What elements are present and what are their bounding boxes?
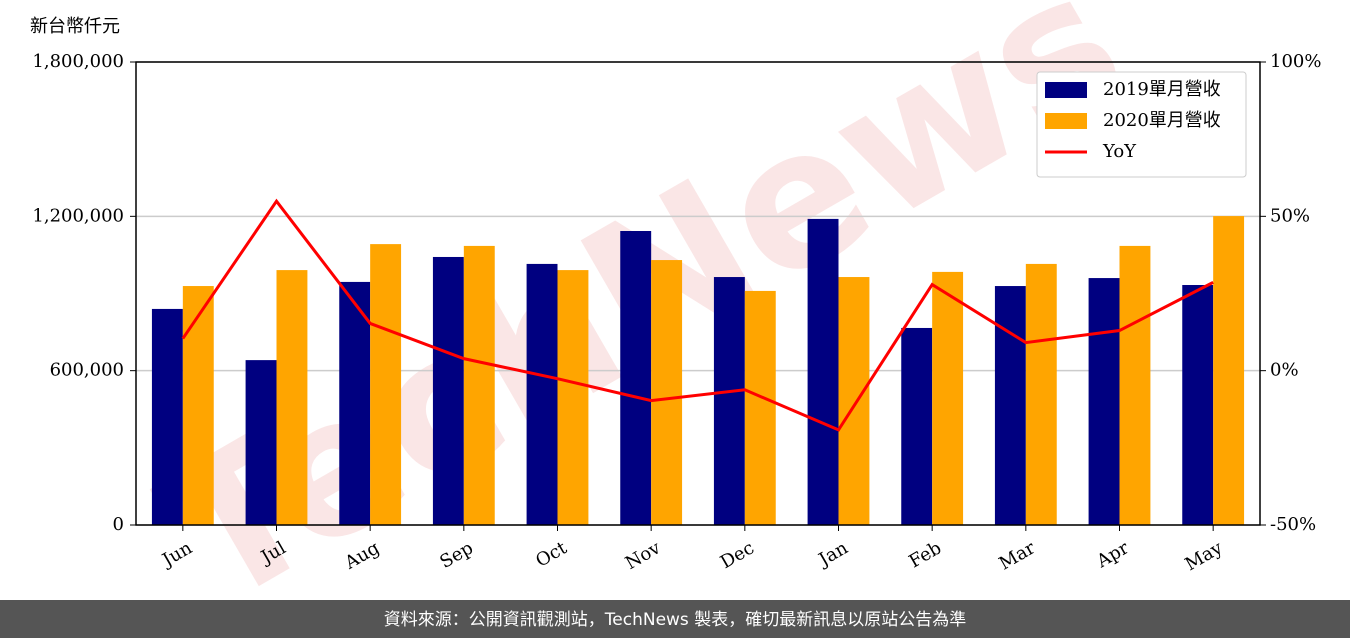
bar xyxy=(807,218,839,525)
legend-swatch xyxy=(1045,113,1087,129)
bar xyxy=(838,277,870,525)
x-tick-label: Sep xyxy=(436,537,476,572)
x-tick-label: May xyxy=(1182,537,1227,575)
bar xyxy=(526,263,558,525)
legend: 2019單月營收 2020單月營收 YoY xyxy=(1036,71,1247,178)
y2-tick-label: 50% xyxy=(1270,205,1310,226)
bar xyxy=(276,270,308,525)
bar xyxy=(370,244,402,525)
x-tick-label: Dec xyxy=(717,537,758,573)
footer-bar xyxy=(0,600,1350,638)
bar xyxy=(1088,278,1120,525)
bar xyxy=(339,281,371,525)
bar xyxy=(932,271,964,525)
bar xyxy=(245,360,277,525)
bar xyxy=(1025,263,1057,525)
unit-label: 新台幣仟元 xyxy=(30,16,120,37)
y2-tick-label: -50% xyxy=(1270,514,1316,535)
bar xyxy=(557,270,589,525)
y-tick-label: 1,800,000 xyxy=(32,51,124,72)
legend-box xyxy=(1036,71,1247,178)
bar xyxy=(1182,285,1214,525)
y2-tick-label: 100% xyxy=(1270,51,1321,72)
x-tick-label: Apr xyxy=(1092,537,1132,572)
x-tick-label: Oct xyxy=(532,537,571,572)
bar xyxy=(463,245,495,526)
bar xyxy=(1213,216,1245,525)
y-tick-label: 1,200,000 xyxy=(32,205,124,226)
bar xyxy=(182,286,214,525)
y-tick-label: 600,000 xyxy=(50,360,124,381)
x-tick-label: Mar xyxy=(996,537,1040,574)
bar xyxy=(994,286,1026,525)
yoy-line xyxy=(181,198,1214,432)
x-tick-label: Jan xyxy=(814,537,852,571)
bar xyxy=(901,327,933,525)
legend-label: YoY xyxy=(1102,141,1137,162)
bar xyxy=(151,308,183,525)
x-tick-label: Nov xyxy=(622,537,665,574)
bar xyxy=(651,260,683,525)
bar xyxy=(744,290,776,525)
footer-source: 資料來源：公開資訊觀測站，TechNews 製表，確切最新訊息以原站公告為準 xyxy=(384,610,966,630)
bar xyxy=(432,256,464,525)
y-tick-label: 0 xyxy=(113,514,124,535)
bar xyxy=(713,277,745,525)
bar xyxy=(620,230,652,525)
plot-frame xyxy=(135,61,1261,526)
legend-label: 2019單月營收 xyxy=(1103,79,1221,100)
y2-tick-label: 0% xyxy=(1270,360,1299,381)
legend-swatch xyxy=(1045,82,1087,98)
bar xyxy=(1119,245,1151,526)
legend-label: 2020單月營收 xyxy=(1103,110,1221,131)
x-tick-label: Feb xyxy=(905,537,945,572)
